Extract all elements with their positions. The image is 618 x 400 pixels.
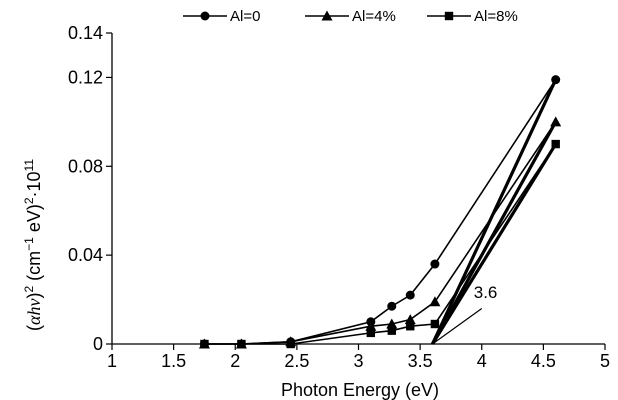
x-axis-ticks: 1 1.5 2 2.5 3 3.5 4 4.5 5 (107, 344, 610, 371)
x-tick-label: 4 (477, 351, 487, 371)
y-tick-label: 0.08 (68, 156, 103, 176)
data-point (550, 116, 562, 127)
y-tick-label: 0 (93, 334, 103, 354)
legend-label: Al=4% (352, 8, 396, 25)
plot-axes (111, 33, 605, 345)
data-point (365, 320, 377, 331)
legend-marker (200, 11, 210, 21)
legend: Al=0 Al=4% Al=8% (183, 8, 518, 25)
tangent-line (430, 78, 558, 345)
x-tick-label: 2.5 (284, 351, 309, 371)
x-tick-label: 5 (600, 351, 610, 371)
data-point (406, 322, 415, 331)
data-point (366, 328, 376, 338)
series-square (200, 139, 560, 349)
series-line (204, 79, 557, 345)
series-line (204, 121, 557, 345)
x-tick-label: 4.5 (531, 351, 556, 371)
data-point (387, 301, 397, 311)
x-tick-label: 3 (353, 351, 363, 371)
y-tick-label: 0.04 (68, 245, 103, 265)
data-point (551, 139, 560, 149)
annotation-label: 3.6 (474, 283, 498, 302)
x-tick-label: 2 (230, 351, 240, 371)
data-point (286, 339, 295, 349)
legend-label: Al=0 (230, 8, 260, 25)
series-triangle (198, 116, 562, 349)
data-point (237, 339, 246, 349)
y-axis-title: (αhv)2 (cm−1 eV)2·1011 (22, 159, 44, 331)
legend-entry: Al=0 (183, 8, 260, 25)
data-point (430, 319, 440, 329)
legend-marker (444, 11, 454, 21)
legend-entry: Al=8% (427, 8, 518, 25)
legend-marker (321, 10, 333, 21)
y-tick-label: 0.12 (68, 67, 103, 87)
x-axis-title: Photon Energy (eV) (281, 380, 439, 400)
data-point (387, 326, 396, 335)
legend-label: Al=8% (474, 8, 518, 25)
y-tick-label: 0.14 (68, 23, 103, 43)
y-axis-ticks: 0 0.04 0.08 0.12 0.14 (68, 23, 112, 354)
legend-entry: Al=4% (305, 8, 396, 25)
x-tick-label: 3.5 (408, 351, 433, 371)
annotation: 3.6 (432, 283, 498, 345)
data-point (551, 75, 561, 85)
tangent-line (431, 121, 558, 345)
data-series (198, 75, 562, 349)
data-point (386, 318, 398, 329)
annotation-leader (432, 307, 483, 345)
data-point (430, 259, 440, 269)
x-tick-label: 1 (107, 351, 117, 371)
data-point (200, 339, 209, 349)
x-tick-label: 1.5 (161, 351, 186, 371)
tangent-line (431, 143, 558, 345)
data-point (404, 314, 416, 325)
data-point (429, 296, 441, 307)
tangent-lines (430, 78, 558, 345)
data-point (405, 290, 415, 300)
